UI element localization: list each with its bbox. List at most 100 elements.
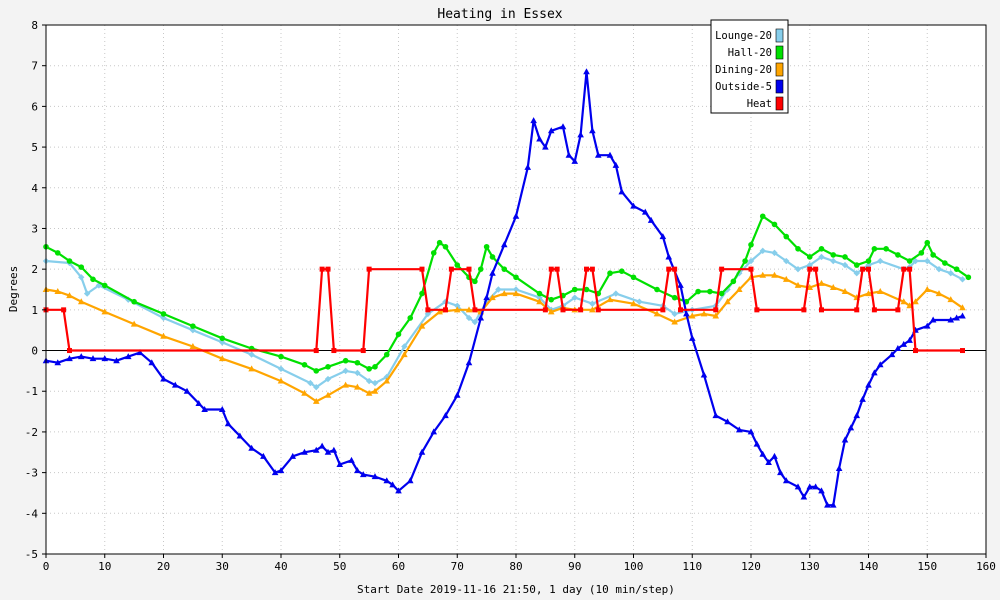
data-point	[859, 395, 866, 402]
data-point	[829, 501, 837, 508]
data-point	[672, 266, 678, 272]
x-tick-label: 0	[43, 560, 50, 573]
data-point	[707, 288, 713, 295]
data-point	[354, 369, 361, 377]
data-point	[54, 250, 61, 256]
data-point	[430, 250, 437, 256]
legend-label: Lounge-20	[715, 30, 772, 42]
data-point	[219, 335, 226, 342]
data-point	[160, 314, 167, 322]
data-point	[371, 387, 379, 394]
data-point	[854, 307, 860, 313]
data-point	[612, 290, 620, 297]
data-point	[183, 387, 191, 394]
data-point	[453, 306, 461, 313]
data-point	[477, 314, 485, 321]
data-point	[630, 202, 637, 209]
data-point	[847, 424, 855, 431]
data-point	[354, 359, 361, 366]
data-point	[101, 355, 109, 362]
data-point	[342, 367, 349, 375]
data-point	[342, 381, 349, 388]
data-point	[289, 452, 297, 459]
data-point	[713, 307, 719, 313]
data-point	[748, 241, 754, 248]
data-point	[160, 311, 167, 317]
data-point	[807, 266, 813, 272]
x-tick-label: 110	[682, 560, 702, 573]
y-tick-label: -2	[25, 426, 38, 439]
data-point	[571, 157, 579, 164]
x-axis-label: Start Date 2019-11-16 21:50, 1 day (10 m…	[357, 583, 675, 596]
data-point	[829, 283, 837, 290]
data-point	[583, 286, 590, 293]
data-point	[953, 266, 960, 272]
data-point	[301, 361, 308, 368]
data-point	[219, 339, 226, 346]
data-point	[865, 258, 872, 264]
data-point	[89, 355, 97, 362]
data-point	[325, 266, 331, 272]
data-point	[753, 440, 761, 447]
data-point	[842, 254, 848, 260]
data-point	[548, 266, 554, 272]
data-point	[647, 216, 655, 223]
data-point	[935, 265, 943, 273]
data-point	[960, 348, 965, 354]
x-tick-label: 140	[859, 560, 879, 573]
data-point	[536, 135, 543, 142]
data-point	[78, 274, 85, 281]
y-tick-label: 2	[31, 263, 38, 276]
data-point	[536, 290, 543, 297]
data-point	[131, 298, 137, 305]
data-point	[330, 446, 338, 453]
data-point	[724, 418, 731, 425]
data-point	[354, 383, 361, 390]
data-point	[747, 428, 755, 435]
data-point	[324, 391, 332, 398]
data-point	[472, 307, 478, 313]
data-point	[360, 348, 366, 354]
data-point	[577, 131, 584, 138]
data-point	[688, 312, 696, 319]
data-point	[536, 294, 543, 301]
data-point	[436, 239, 443, 246]
data-point	[894, 345, 902, 352]
data-point	[824, 501, 831, 508]
data-point	[618, 268, 625, 274]
data-point	[659, 233, 667, 240]
data-point	[54, 359, 62, 366]
data-point	[924, 239, 931, 246]
data-point	[835, 465, 843, 472]
data-point	[584, 266, 589, 272]
data-point	[841, 436, 849, 443]
data-point	[683, 310, 690, 317]
data-point	[959, 312, 966, 319]
data-point	[959, 276, 966, 283]
data-point	[754, 307, 760, 313]
data-point	[512, 290, 520, 297]
data-point	[700, 371, 708, 378]
data-point	[901, 266, 907, 272]
data-point	[271, 469, 279, 476]
data-point	[500, 290, 508, 297]
data-point	[372, 364, 378, 370]
data-point	[812, 483, 819, 490]
data-point	[78, 264, 85, 270]
data-point	[712, 412, 720, 419]
data-point	[448, 266, 454, 272]
legend: Lounge-20 Hall-20 Dining-20 Outside-5 Heat	[710, 19, 789, 114]
data-point	[324, 375, 332, 383]
data-point	[313, 368, 320, 374]
data-point	[489, 294, 496, 301]
data-point	[171, 381, 179, 388]
data-point	[929, 316, 937, 323]
data-point	[594, 151, 602, 158]
data-point	[277, 365, 285, 373]
data-point	[542, 143, 549, 150]
data-point	[201, 406, 208, 413]
data-point	[871, 369, 878, 376]
data-point	[536, 298, 543, 305]
y-tick-label: -3	[25, 467, 38, 480]
data-point	[406, 477, 414, 484]
